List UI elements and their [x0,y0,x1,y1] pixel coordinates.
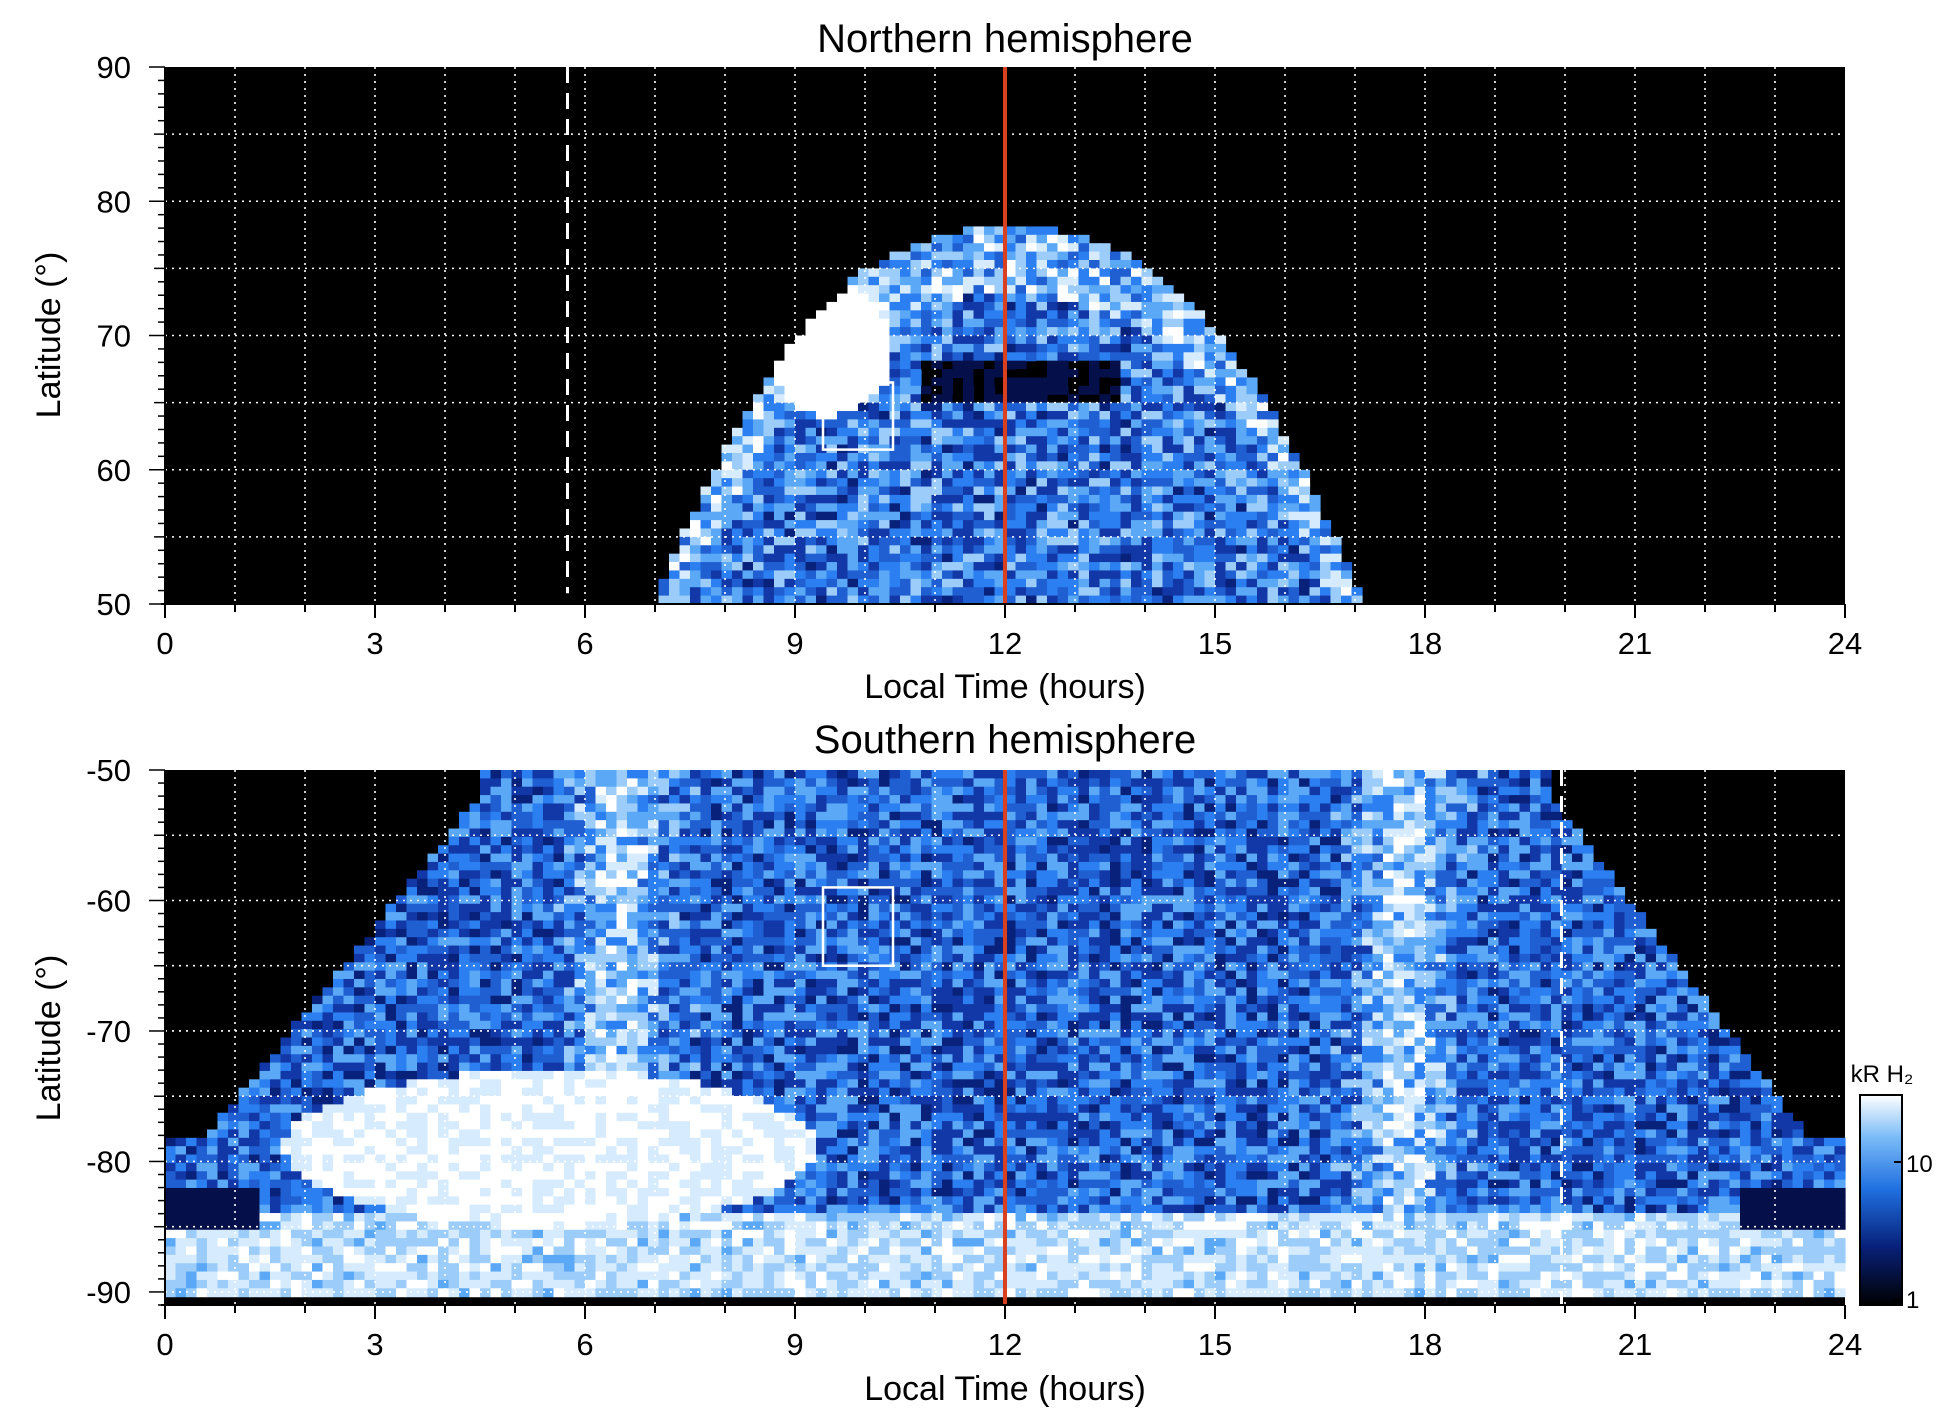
region-box [821,381,895,451]
x-tick-label: 9 [786,1327,803,1362]
y-tick-label: 90 [97,50,131,85]
y-tick-label: 80 [97,184,131,219]
y-tick-label: -90 [86,1275,131,1310]
x-tick-label: 6 [576,626,593,661]
panel-north-overlays [566,67,1007,604]
panel-south-overlays [821,770,1563,1305]
colorbar-tick-label-1: 1 [1906,1287,1919,1314]
x-tick-label: 24 [1828,1327,1862,1362]
panel-south-title: Southern hemisphere [814,718,1196,762]
panel-north-xlabel: Local Time (hours) [864,668,1146,706]
panel-south-heatmap [165,770,1846,1298]
y-tick-label: -50 [86,753,131,788]
x-tick-label: 6 [576,1327,593,1362]
panel-north-axes: 0 3 6 9 12 15 18 21 24 50 60 70 80 90 [97,50,1863,661]
x-tick-label: 9 [786,626,803,661]
x-tick-label: 18 [1408,626,1442,661]
y-tick-label: -70 [86,1014,131,1049]
y-tick-label: 70 [97,319,131,354]
y-tick-label: -80 [86,1144,131,1179]
panel-south-xlabel: Local Time (hours) [864,1370,1146,1408]
panel-north: Northern hemisphere 0 3 6 9 12 15 18 21 24 50 60 70… [30,17,1862,706]
panel-north-ylabel: Latitude (°) [30,252,68,419]
x-tick-label: 3 [366,626,383,661]
x-tick-label: 3 [366,1327,383,1362]
colorbar-tick-label-10: 10 [1906,1151,1933,1178]
x-tick-label: 24 [1828,626,1862,661]
x-tick-label: 12 [988,1327,1022,1362]
colorbar: kR H₂ 10 1 [1851,1061,1933,1314]
x-tick-label: 0 [156,1327,173,1362]
x-tick-label: 0 [156,626,173,661]
x-tick-label: 12 [988,626,1022,661]
colorbar-gradient [1859,1094,1903,1306]
x-tick-label: 15 [1198,626,1232,661]
x-tick-label: 21 [1618,1327,1652,1362]
x-tick-label: 21 [1618,626,1652,661]
x-tick-label: 18 [1408,1327,1442,1362]
panel-north-heatmap [658,226,1363,605]
y-tick-label: -60 [86,883,131,918]
panel-north-title: Northern hemisphere [817,17,1193,61]
region-box [821,886,895,967]
panel-south: Southern hemisphere 0 3 6 9 12 15 18 21 24 -50 -60… [30,718,1862,1408]
panel-south-axes: 0 3 6 9 12 15 18 21 24 -50 -60 -70 -80 -90 [86,753,1862,1362]
y-tick-label: 60 [97,453,131,488]
colorbar-label: kR H₂ [1851,1061,1914,1088]
panel-south-ylabel: Latitude (°) [30,955,68,1122]
y-tick-label: 50 [97,587,131,622]
x-tick-label: 15 [1198,1327,1232,1362]
